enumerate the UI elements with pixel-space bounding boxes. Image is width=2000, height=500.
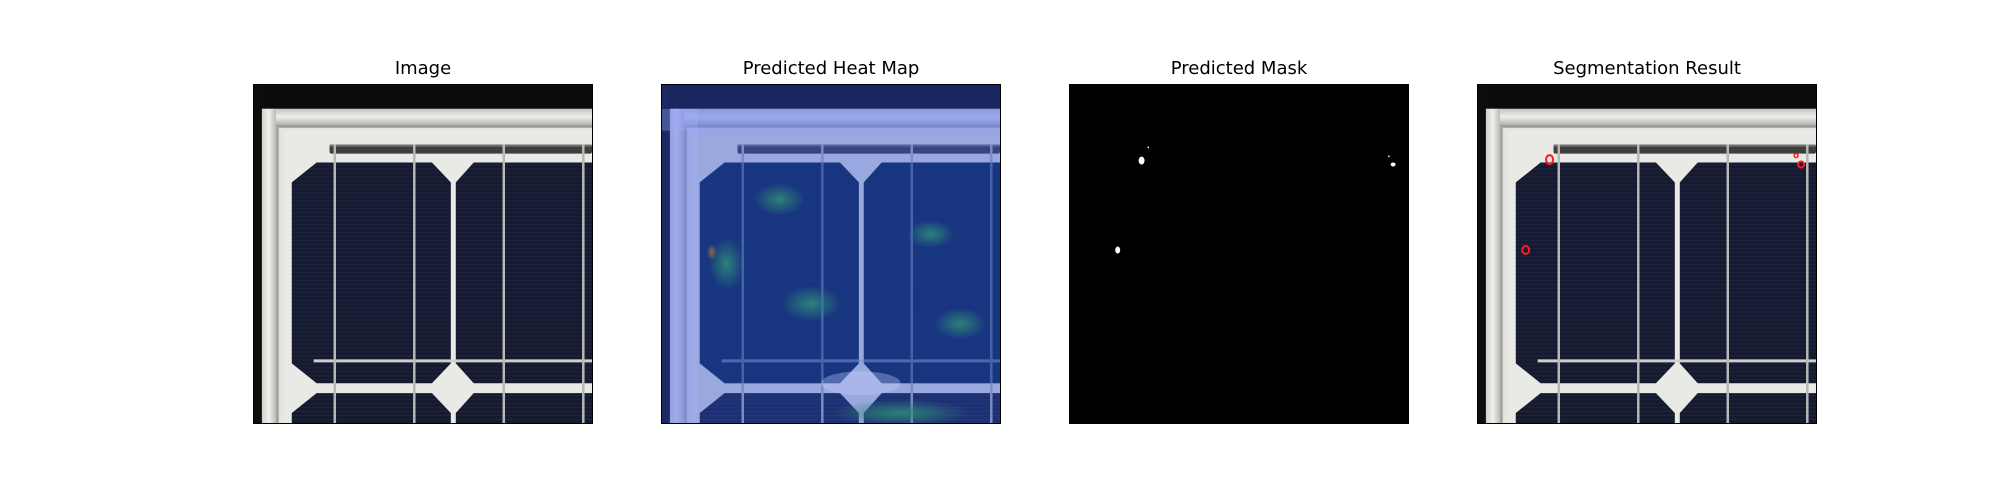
panel-segmentation: Segmentation Result (1477, 0, 1817, 500)
heat-map-image (661, 84, 1001, 424)
input-image (253, 84, 593, 424)
panel-title: Image (394, 58, 452, 79)
mask-blob (1388, 155, 1390, 158)
mask-blob (1390, 162, 1396, 167)
panel-title: Predicted Mask (1170, 58, 1308, 79)
panel-image: Image (253, 0, 593, 500)
panel-title: Predicted Heat Map (742, 58, 920, 79)
predicted-mask-image (1069, 84, 1409, 424)
defect-contour (1545, 154, 1555, 166)
panel-heatmap: Predicted Heat Map (661, 0, 1001, 500)
panel-mask: Predicted Mask (1069, 0, 1409, 500)
mask-blob (1138, 156, 1145, 165)
defect-contour (1793, 152, 1799, 159)
segmentation-result-image (1477, 84, 1817, 424)
mask-blob (1147, 146, 1150, 149)
mask-blob (1115, 246, 1121, 254)
panel-title: Segmentation Result (1553, 58, 1741, 79)
defect-contour (1797, 160, 1806, 169)
defect-contour (1521, 245, 1531, 255)
